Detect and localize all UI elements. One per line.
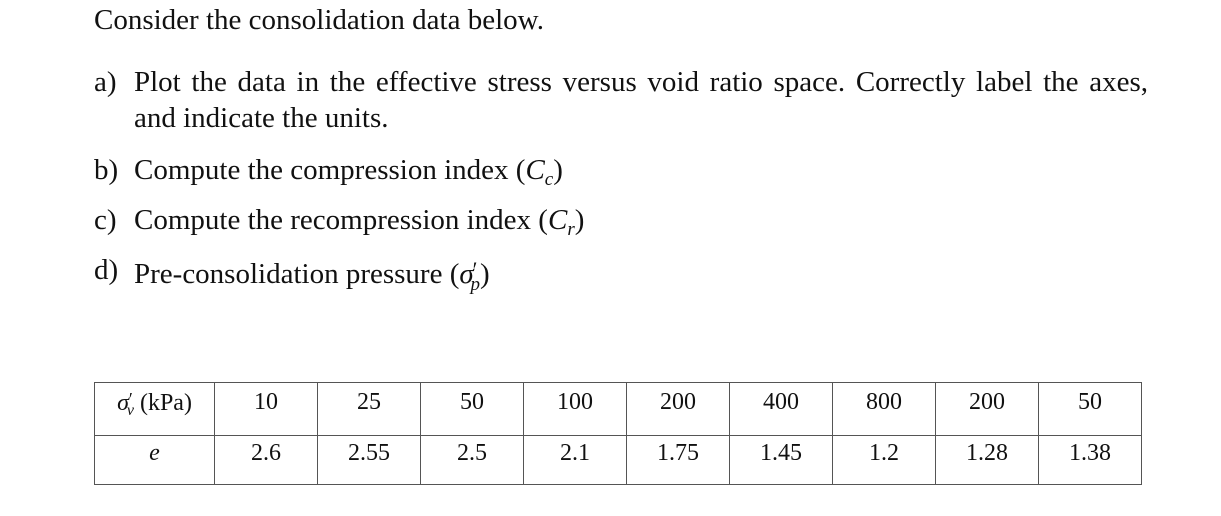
row-header-effective-stress: σ′v (kPa) <box>94 382 215 436</box>
question-body: Compute the compression index (Cc) <box>134 152 563 198</box>
table-cell: 800 <box>832 382 936 436</box>
table-cell: 2.1 <box>523 435 627 485</box>
question-marker: b) <box>94 154 119 186</box>
table-cell: 400 <box>729 382 833 436</box>
table-cell: 25 <box>317 382 421 436</box>
recompression-index-symbol: C <box>547 204 568 236</box>
table-cell: 2.5 <box>420 435 524 485</box>
compression-index-symbol: C <box>525 154 545 186</box>
table-cell: 200 <box>935 382 1039 436</box>
question-a: a) Plot the data in the effective stress … <box>94 64 1148 136</box>
consolidation-data-table: σ′v (kPa) 10 25 50 100 200 400 800 200 5… <box>94 382 1142 485</box>
table-cell: 1.38 <box>1038 435 1142 485</box>
table-cell: 50 <box>420 382 524 436</box>
table-cell: 1.2 <box>832 435 936 485</box>
table-row-void-ratio: e 2.6 2.55 2.5 2.1 1.75 1.45 1.2 1.28 1.… <box>94 435 1142 485</box>
question-body: Compute the recompression index (Cr) <box>134 202 584 248</box>
question-text: Compute the recompression index ( <box>134 204 548 236</box>
question-text: Pre-consolidation pressure ( <box>134 258 460 290</box>
table-cell: 200 <box>626 382 730 436</box>
table-row-effective-stress: σ′v (kPa) 10 25 50 100 200 400 800 200 5… <box>94 382 1142 436</box>
compression-index-subscript: c <box>544 169 554 190</box>
table-cell: 100 <box>523 382 627 436</box>
prime-mark: ′ <box>472 257 478 282</box>
sigma-symbol: σ <box>117 390 129 416</box>
close-paren: ) <box>574 204 585 236</box>
question-b: b) Compute the compression index (Cc) <box>94 152 563 198</box>
table-cell: 2.6 <box>214 435 318 485</box>
table-cell: 2.55 <box>317 435 421 485</box>
table-cell: 1.45 <box>729 435 833 485</box>
recompression-index-subscript: r <box>567 219 575 240</box>
question-marker: a) <box>94 66 117 98</box>
question-marker: c) <box>94 204 117 236</box>
close-paren: ) <box>479 258 490 290</box>
unit-label: (kPa) <box>133 390 192 416</box>
table-cell: 1.75 <box>626 435 730 485</box>
question-c: c) Compute the recompression index (Cr) <box>94 202 584 248</box>
close-paren: ) <box>553 154 563 186</box>
question-marker: d) <box>94 254 119 286</box>
question-text: Plot the data in the effective stress ve… <box>134 66 1148 134</box>
void-ratio-symbol: e <box>149 440 160 466</box>
intro-text: Consider the consolidation data below. <box>94 4 544 36</box>
sigma-subscript: v <box>126 402 134 419</box>
prime-mark: ′ <box>128 389 133 409</box>
row-header-void-ratio: e <box>94 435 215 485</box>
preconsolidation-subscript: p <box>470 274 480 295</box>
table-cell: 50 <box>1038 382 1142 436</box>
table-cell: 10 <box>214 382 318 436</box>
preconsolidation-symbol: σ <box>459 258 474 290</box>
table-cell: 1.28 <box>935 435 1039 485</box>
question-text: Compute the compression index ( <box>134 154 526 186</box>
question-d: d) Pre-consolidation pressure (σ′p) <box>94 252 490 303</box>
question-body: Pre-consolidation pressure (σ′p) <box>134 252 490 303</box>
